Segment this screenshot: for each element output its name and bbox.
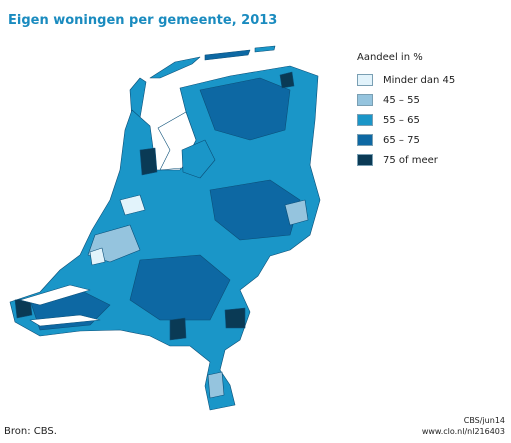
- region: [169, 317, 187, 341]
- polder: [181, 139, 216, 179]
- region: [224, 307, 246, 329]
- legend-item: Minder dan 45: [357, 70, 455, 90]
- region: [209, 179, 301, 241]
- credit-line: CBS/jun14: [463, 416, 505, 425]
- legend-swatch: [357, 74, 373, 86]
- title: Eigen woningen per gemeente, 2013: [8, 13, 278, 28]
- legend-item: 75 of meer: [357, 150, 455, 170]
- legend-label: 65 – 75: [383, 134, 420, 146]
- legend-swatch: [357, 134, 373, 146]
- legend-item: 45 – 55: [357, 90, 455, 110]
- island: [204, 49, 251, 61]
- water: [19, 284, 91, 306]
- island: [254, 45, 276, 53]
- legend-label: 75 of meer: [383, 154, 438, 166]
- legend-label: 55 – 65: [383, 114, 420, 126]
- legend-item: 65 – 75: [357, 130, 455, 150]
- legend-label: Minder dan 45: [383, 74, 456, 86]
- legend-swatch: [357, 114, 373, 126]
- island: [149, 56, 201, 79]
- source: Bron: CBS.: [4, 426, 57, 437]
- region: [284, 199, 309, 226]
- legend-label: 45 – 55: [383, 94, 420, 106]
- region: [119, 194, 146, 216]
- region: [89, 247, 106, 266]
- region: [139, 147, 158, 176]
- legend-title: Aandeel in %: [357, 52, 423, 63]
- legend-item: 55 – 65: [357, 110, 455, 130]
- legend-swatch: [357, 154, 373, 166]
- region: [279, 71, 295, 89]
- credits: CBS/jun14 www.clo.nl/nl216403: [422, 415, 505, 437]
- legend: Minder dan 45 45 – 55 55 – 65 65 – 75 75 of …: [357, 70, 455, 170]
- region: [207, 371, 225, 399]
- water: [29, 314, 101, 327]
- credit-line: www.clo.nl/nl216403: [421, 427, 505, 436]
- region: [199, 77, 291, 141]
- region: [129, 254, 231, 321]
- legend-swatch: [357, 94, 373, 106]
